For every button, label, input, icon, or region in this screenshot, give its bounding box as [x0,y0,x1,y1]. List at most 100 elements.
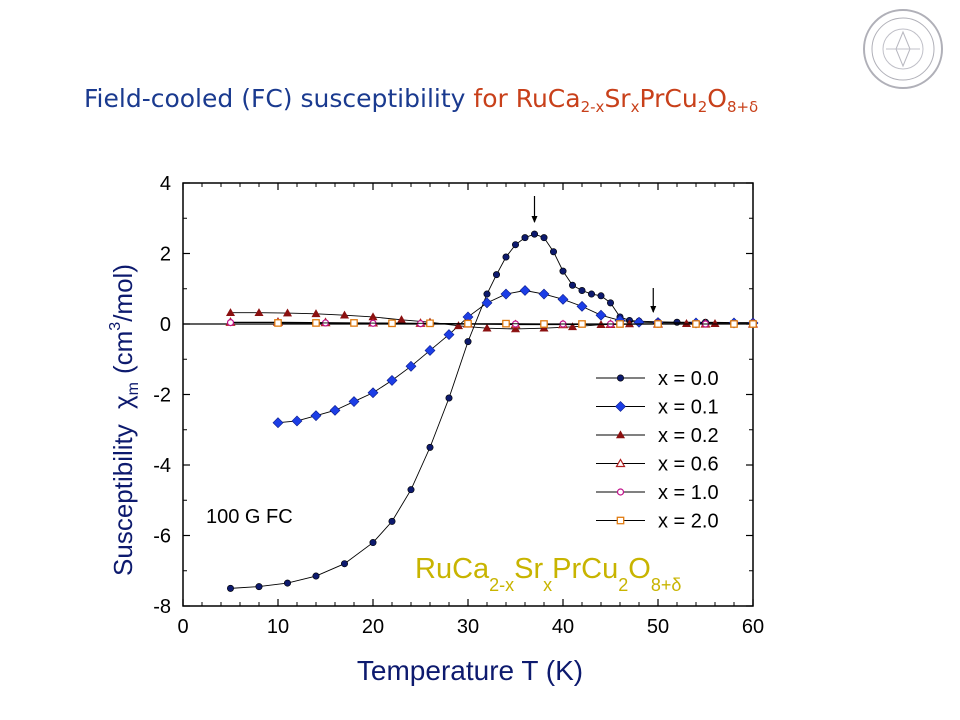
y-tick-label: 4 [160,173,171,195]
data-point [386,374,398,386]
legend-marker [615,430,626,439]
legend: x = 0.0 x = 0.1 x = 0.2 x = 0.6 x = 1.0 x = 2… [596,368,719,533]
data-point [633,316,645,328]
data-point [340,560,348,568]
y-axis-label: Susceptibility χm(cm3/mol) [107,264,142,576]
data-point [310,410,322,422]
x-tick-label: 50 [647,616,669,638]
data-point [388,319,396,328]
data-point [500,288,512,300]
data-point [519,285,531,296]
legend-marker [615,401,626,412]
legend-entry-4: x = 1.0 [596,482,719,504]
data-point [710,319,720,327]
data-point [464,319,472,328]
legend-label: x = 1.0 [658,482,719,504]
data-point [311,309,321,318]
data-point [559,267,567,275]
data-point [329,404,341,416]
data-point [654,320,662,328]
data-point [339,310,350,319]
data-point [749,320,757,328]
data-point [255,583,263,591]
x-tick-label: 20 [362,616,384,638]
data-point [388,517,396,525]
data-point [538,288,550,300]
data-point [616,320,624,328]
y-tick-label: 0 [160,314,171,336]
data-point [521,234,529,242]
data-point [681,319,692,327]
data-point [540,320,548,328]
data-point [482,323,492,332]
data-point [405,360,417,372]
data-point [730,320,738,328]
data-point [624,319,635,328]
data-point [481,297,493,309]
data-point [443,329,455,340]
formula-label: RuCa2-xSrxPrCu2O8+δ [415,553,681,595]
x-tick-label: 0 [177,616,188,638]
data-point [426,443,434,451]
data-point [464,338,472,346]
data-point [426,319,434,328]
data-point [578,287,586,295]
data-point [587,290,595,298]
data-point [483,290,491,298]
y-tick-label: -2 [153,385,171,407]
data-point [576,300,588,312]
university-seal-logo [863,9,943,89]
data-point [692,320,700,328]
data-point [530,230,538,238]
legend-entry-0: x = 0.0 [596,368,719,390]
legend-label: x = 0.2 [658,425,719,447]
title-formula: for RuCa2-xSrxPrCu2O8+δ [473,84,759,116]
legend-entry-3: x = 0.6 [596,454,719,476]
x-axis-label: Temperature T (K) [357,655,583,686]
data-point [254,308,264,317]
data-point [549,248,557,256]
data-point [492,271,500,279]
data-point [291,415,303,427]
data-point [348,396,360,407]
arrow-head [531,216,538,223]
series-line [278,322,753,325]
legend-marker [615,458,626,468]
data-point [274,319,282,327]
data-point [540,234,548,242]
data-point [673,318,681,326]
data-point [511,241,519,249]
data-point [597,292,605,300]
data-point [283,579,291,587]
y-tick-label: -4 [153,455,171,477]
legend-label: x = 0.0 [658,368,719,390]
data-point [568,281,576,289]
legend-entry-1: x = 0.1 [596,397,719,419]
data-point [350,319,358,327]
annotation-100g-fc: 100 G FC [206,506,293,528]
legend-label: x = 0.6 [658,454,719,476]
arrow-annotations [531,196,657,313]
data-point [595,309,607,321]
data-point [312,572,320,580]
data-point [226,318,235,327]
data-point [578,320,586,328]
legend-entry-5: x = 2.0 [596,511,719,533]
data-point [567,322,578,331]
data-point [272,417,284,429]
legend-marker [616,488,625,496]
slide-title: Field-cooled (FC) susceptibility for RuC… [84,84,904,116]
plot-frame [182,182,754,607]
data-point [502,319,510,328]
data-point [407,486,415,494]
y-tick-label: -8 [153,596,171,618]
legend-label: x = 0.1 [658,397,719,419]
y-tick-label: 2 [160,244,171,266]
data-point [557,293,569,305]
y-tick-label: -6 [153,526,171,548]
series-group [225,230,759,592]
legend-entry-2: x = 0.2 [596,425,719,447]
data-point [445,394,453,402]
data-point [453,321,464,330]
